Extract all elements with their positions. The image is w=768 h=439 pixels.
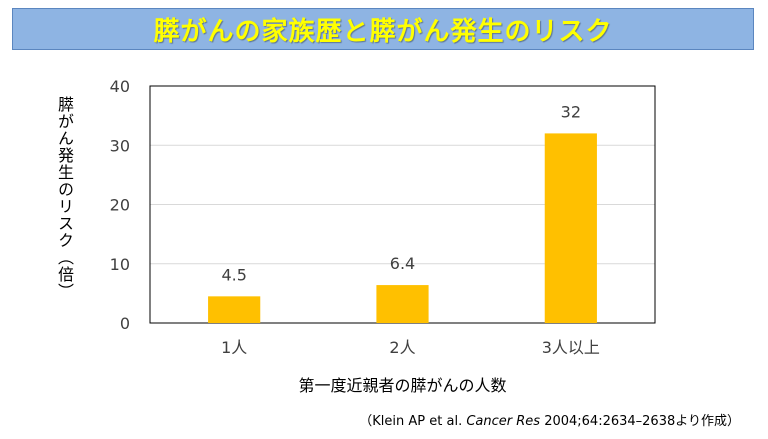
y-tick-label: 20 xyxy=(110,196,130,215)
source-journal: Cancer Res xyxy=(466,414,541,429)
source-prefix: （Klein AP et al. xyxy=(359,414,467,429)
data-label: 32 xyxy=(561,102,581,121)
data-label: 4.5 xyxy=(221,265,246,284)
slide-title: 膵がんの家族歴と膵がん発生のリスク xyxy=(153,16,613,47)
source-suffix: 2004;64:2634–2638より作成） xyxy=(540,414,740,429)
x-category-label: 3人以上 xyxy=(542,338,600,357)
x-category-label: 2人 xyxy=(389,338,415,357)
title-banner: 膵がんの家族歴と膵がん発生のリスク xyxy=(12,8,754,50)
data-label: 6.4 xyxy=(390,254,415,273)
bar xyxy=(208,296,261,323)
x-category-label: 1人 xyxy=(221,338,247,357)
y-tick-label: 40 xyxy=(110,77,130,96)
source-citation: （Klein AP et al. Cancer Res 2004;64:2634… xyxy=(359,410,740,429)
y-tick-label: 0 xyxy=(120,314,130,333)
y-axis-label: 膵がん発生のリスク（倍） xyxy=(55,96,74,300)
y-tick-label: 30 xyxy=(110,136,130,155)
y-tick-label: 10 xyxy=(110,255,130,274)
bar xyxy=(544,133,597,323)
x-axis-label: 第一度近親者の膵がんの人数 xyxy=(298,376,507,395)
bar xyxy=(376,285,429,323)
